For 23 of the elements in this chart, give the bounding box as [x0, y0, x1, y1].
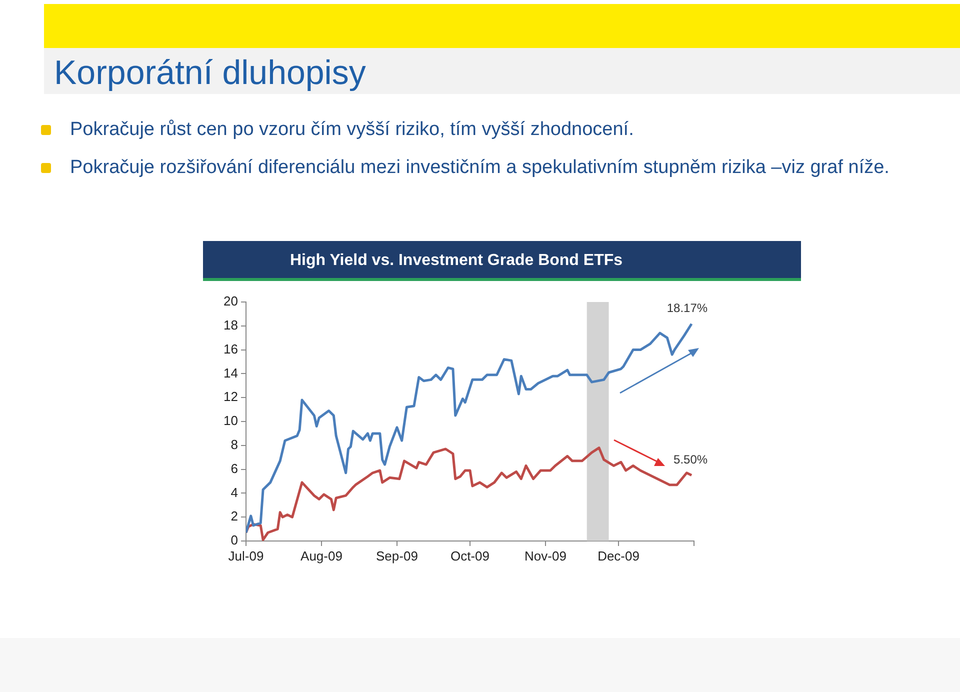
y-tick-label: 0 [230, 532, 238, 548]
y-tick-label: 8 [230, 436, 238, 452]
text: Pokračuje růst cen po vzoru čím vyšší riziko, tím vyšší zhodnocení. [70, 118, 635, 141]
y-tick-label: 14 [224, 365, 238, 380]
annotation: 5.50% [674, 452, 708, 467]
x-tick-label: Jul-09 [228, 548, 264, 564]
y-tick-label: 20 [224, 294, 238, 309]
x-tick-label: Aug-09 [300, 548, 342, 564]
y-tick-label: 6 [230, 460, 238, 476]
text: Pokračuje rozšiřování diferenciálu mezi investičním a spekulativním stupněm rizika –viz graf níže. [70, 156, 890, 179]
y-tick-label: 12 [224, 389, 238, 404]
x-tick-label: Nov-09 [524, 548, 566, 564]
y-tick-label: 2 [230, 508, 238, 524]
x-tick-label: Dec-09 [598, 548, 640, 564]
y-tick-label: 16 [224, 341, 238, 356]
annotation: 18.17% [666, 301, 708, 316]
y-tick-label: 4 [230, 484, 238, 500]
chart-title: High Yield vs. Investment Grade Bond ETFs [203, 241, 801, 281]
text: Korporátní dluhopisy [44, 48, 960, 94]
y-tick-label: 10 [224, 413, 238, 428]
y-tick-label: 18 [224, 317, 238, 332]
x-tick-label: Sep-09 [376, 548, 418, 564]
x-tick-label: Oct-09 [450, 548, 490, 564]
